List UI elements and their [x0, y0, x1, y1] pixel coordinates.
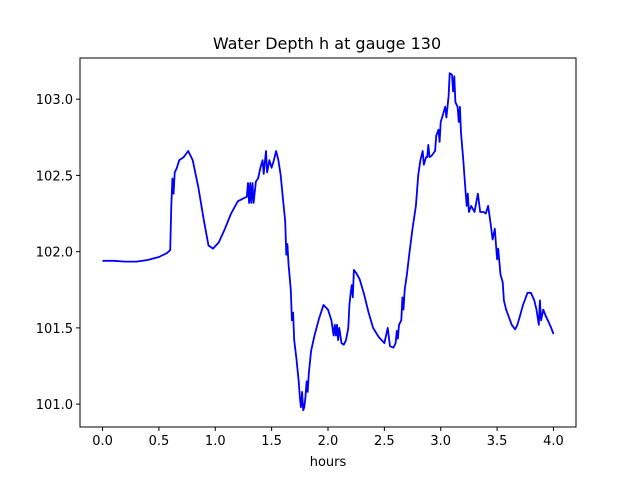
x-tick-label: 3.0 — [430, 434, 451, 449]
x-tick-label: 4.0 — [543, 434, 564, 449]
x-axis-title: hours — [310, 455, 347, 470]
x-tick-label: 1.0 — [205, 434, 226, 449]
plot-content — [102, 72, 555, 412]
y-axis-ticks: 101.0 101.5 102.0 102.5 103.0 — [36, 93, 80, 413]
plot-frame — [79, 57, 577, 428]
y-tick-label: 102.0 — [36, 246, 73, 261]
y-tick-label: 101.5 — [36, 322, 73, 337]
series-line — [102, 72, 555, 412]
x-tick-label: 1.5 — [261, 434, 282, 449]
plot-area — [80, 58, 576, 427]
y-tick-label: 102.5 — [36, 169, 73, 184]
y-tick-label: 101.0 — [36, 398, 73, 413]
x-tick-label: 0.5 — [149, 434, 170, 449]
x-axis-ticks: 0.0 0.5 1.0 1.5 2.0 2.5 3.0 3.5 4.0 — [92, 427, 564, 449]
x-tick-label: 3.5 — [487, 434, 508, 449]
x-tick-label: 0.0 — [92, 434, 113, 449]
x-tick-label: 2.0 — [318, 434, 339, 449]
y-tick-label: 103.0 — [36, 93, 73, 108]
chart-title: Water Depth h at gauge 130 — [213, 34, 441, 53]
x-tick-label: 2.5 — [374, 434, 395, 449]
